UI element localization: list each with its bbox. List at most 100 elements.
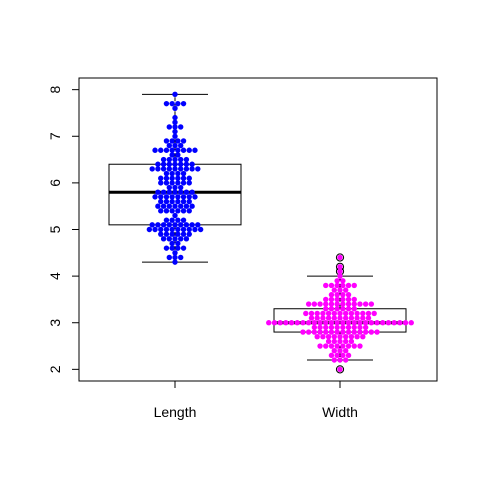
data-point-width <box>351 296 357 303</box>
data-point-length <box>169 147 175 153</box>
y-tick-label: 6 <box>47 179 63 187</box>
data-point-length <box>180 217 187 223</box>
data-point-width <box>351 320 357 326</box>
data-point-length <box>169 208 175 214</box>
y-axis: 2 3 4 5 6 7 8 <box>47 86 80 373</box>
data-point-length <box>169 138 175 144</box>
data-point-width <box>294 320 300 326</box>
data-point-length <box>189 222 195 228</box>
data-point-width <box>337 273 343 279</box>
data-point-length <box>172 222 178 228</box>
data-point-width <box>320 315 326 321</box>
data-point-width <box>271 320 278 326</box>
data-point-length <box>172 189 178 195</box>
data-point-width <box>408 320 414 326</box>
data-point-length <box>180 138 187 144</box>
data-point-width <box>340 282 346 289</box>
data-point-length <box>175 152 181 158</box>
data-point-width <box>314 334 320 340</box>
data-point-width <box>351 343 357 349</box>
data-point-length <box>166 156 172 163</box>
data-point-width <box>320 334 326 340</box>
data-point-width <box>334 352 340 359</box>
data-point-width <box>340 278 346 284</box>
y-tick-label: 7 <box>47 132 63 140</box>
data-point-width <box>354 334 360 340</box>
data-point-length <box>149 222 155 228</box>
data-point-width <box>345 352 352 359</box>
data-point-width <box>288 320 295 326</box>
data-point-length <box>192 226 198 233</box>
data-point-length <box>172 161 178 167</box>
data-point-length <box>175 180 181 186</box>
data-point-width <box>348 334 355 340</box>
data-point-length <box>166 254 172 261</box>
data-point-length <box>169 170 175 177</box>
data-point-width <box>360 310 366 317</box>
data-point-length <box>166 236 172 242</box>
x-tick-label: Length <box>154 404 197 420</box>
data-point-width <box>343 338 349 345</box>
data-point-width <box>334 324 340 331</box>
data-point-width <box>323 343 329 349</box>
data-point-width <box>357 301 363 307</box>
data-point-width <box>345 343 352 349</box>
data-point-length <box>197 226 204 233</box>
data-point-width <box>331 348 337 354</box>
data-point-length <box>155 161 161 167</box>
data-point-width <box>323 324 329 331</box>
data-point-width <box>343 348 349 354</box>
data-point-width <box>317 343 323 349</box>
data-point-width <box>328 296 335 303</box>
data-point-width <box>311 320 318 326</box>
data-point-width <box>348 338 355 345</box>
data-point-width <box>328 329 335 335</box>
data-point-length <box>183 156 190 163</box>
data-point-length <box>186 147 192 153</box>
data-point-length <box>149 166 155 172</box>
data-point-width <box>323 296 329 303</box>
data-point-width <box>331 287 337 293</box>
data-point-width <box>334 278 340 284</box>
data-point-width <box>343 357 349 363</box>
data-point-width <box>365 315 372 321</box>
data-point-length <box>192 194 198 200</box>
data-point-width <box>340 343 346 349</box>
data-point-width <box>311 301 318 307</box>
data-point-width <box>334 292 340 298</box>
data-point-length <box>195 222 201 228</box>
data-point-width <box>328 301 335 307</box>
data-point-length <box>155 222 161 228</box>
data-point-width <box>334 296 340 303</box>
data-point-width <box>328 343 335 349</box>
data-point-width <box>323 320 329 326</box>
data-point-length <box>172 156 178 163</box>
data-point-length <box>183 166 190 172</box>
data-point-length <box>180 100 187 107</box>
data-point-length <box>163 147 170 153</box>
data-point-width <box>317 329 323 335</box>
data-point-length <box>166 161 172 167</box>
data-point-length <box>163 170 170 177</box>
data-point-width <box>340 292 346 298</box>
data-point-width <box>325 334 332 340</box>
data-point-length <box>163 226 170 233</box>
data-point-width <box>266 320 272 326</box>
data-point-length <box>158 147 164 153</box>
data-point-width <box>340 296 346 303</box>
data-point-length <box>172 259 178 265</box>
data-point-length <box>169 198 175 205</box>
data-point-length <box>166 184 172 191</box>
data-point-length <box>175 198 181 205</box>
data-point-width <box>343 310 349 317</box>
data-point-width <box>325 310 332 317</box>
y-tick-label: 2 <box>47 365 63 373</box>
data-point-width <box>337 357 343 363</box>
data-point-length <box>166 166 172 172</box>
data-point-width <box>317 324 323 331</box>
data-point-width <box>305 301 312 307</box>
data-point-length <box>172 142 178 149</box>
data-point-length <box>178 203 184 209</box>
data-point-length <box>189 203 195 209</box>
data-point-width <box>357 324 363 331</box>
